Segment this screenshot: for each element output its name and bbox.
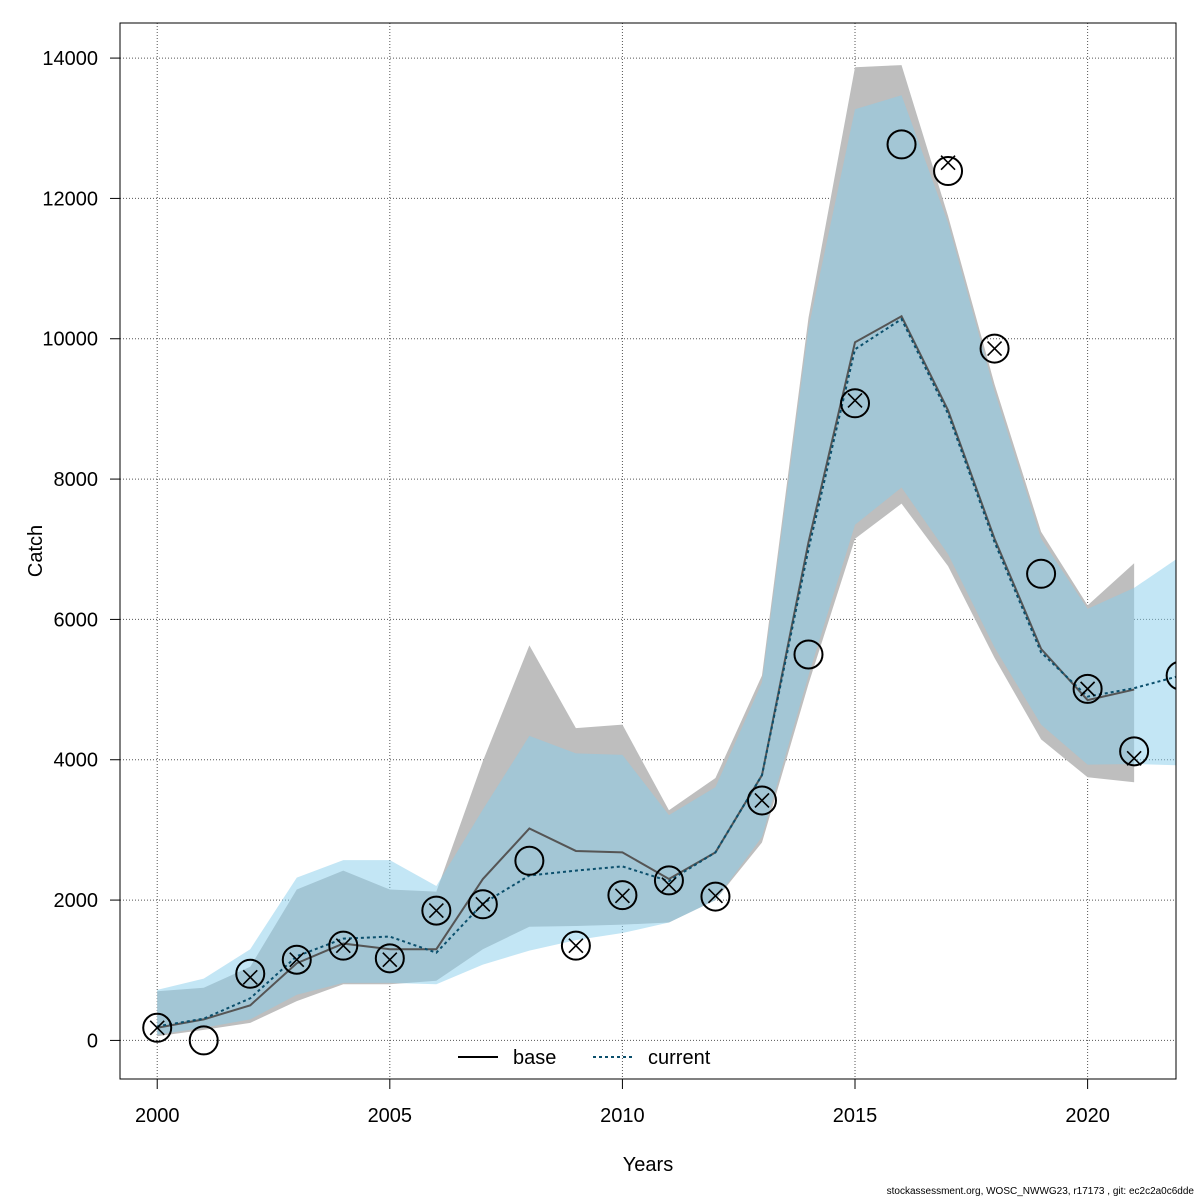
observation-circle [886,129,917,160]
legend-label-current: current [648,1047,711,1069]
observation-circle [1072,673,1103,704]
observation-circle [933,156,964,187]
observation-circle [653,865,684,896]
y-tick-label: 4000 [54,750,99,772]
x-tick-label: 2005 [368,1105,413,1127]
confidence-bands [157,65,1176,1037]
observation-circle [467,889,498,920]
y-tick-label: 14000 [42,48,98,70]
observation-cross [242,969,258,985]
observation-circle [979,333,1010,364]
observation-cross [428,903,444,919]
observation-circle [142,1012,173,1043]
observation-cross [335,938,351,954]
observation-cross [614,888,630,904]
observation-circle [840,388,871,419]
line-base [157,314,1135,1029]
observation-circle [281,944,312,975]
observation-cross [382,952,398,968]
legend-label-base: base [513,1047,556,1069]
line-current [157,317,1176,1028]
observation-circle [421,895,452,926]
observation-cross [568,938,584,954]
axes: 2000 2005 2010 2015 2020 0 2000 4000 6000 8000 100… [42,48,1109,1127]
observation-cross [475,896,491,912]
observation-circle [793,639,824,670]
series-lines [157,314,1176,1029]
observation-circle [188,1025,219,1056]
y-axis-title: Catch [25,525,47,577]
observation-circle [1026,558,1057,589]
observation-circle [607,880,638,911]
x-tick-label: 2010 [600,1105,645,1127]
y-tick-label: 6000 [54,609,99,631]
observation-cross [754,792,770,809]
observation-circle [1165,661,1176,690]
observation-circle [374,943,405,974]
y-tick-label: 0 [87,1030,98,1052]
observation-circle [700,881,731,912]
x-axis-title: Years [623,1154,673,1176]
x-tick-label: 2020 [1065,1105,1110,1127]
y-tick-label: 2000 [54,890,99,912]
observation-cross [289,952,305,968]
observation-circle [514,845,545,876]
observation-circle [560,930,591,961]
observation-cross [847,392,863,409]
band-current [157,95,1176,1035]
observation-cross [707,888,724,904]
observation-cross [987,341,1003,357]
legend: base current [458,1047,711,1069]
y-tick-label: 12000 [42,188,98,210]
observation-circle [235,958,266,989]
observation-circle [1119,736,1150,767]
observation-cross [149,1020,165,1036]
observation-points [142,129,1176,1056]
observation-cross [661,877,677,893]
y-tick-label: 10000 [42,329,98,351]
observation-circle [328,930,359,961]
observation-cross [1080,681,1096,697]
x-tick-label: 2015 [833,1105,878,1127]
y-tick-label: 8000 [54,469,99,491]
x-tick-label: 2000 [135,1105,180,1127]
footer-credit: stockassessment.org, WOSC_NWWG23, r17173… [886,1186,1194,1197]
observation-cross [940,155,956,171]
observation-circle [746,785,777,816]
observation-cross [1126,750,1142,766]
